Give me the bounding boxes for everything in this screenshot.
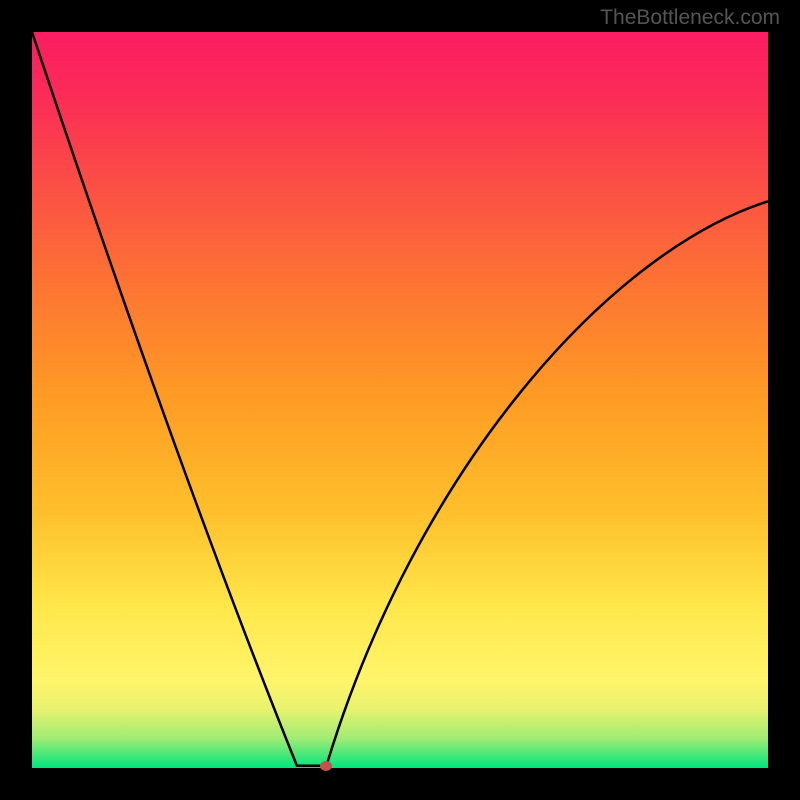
minimum-marker xyxy=(320,761,332,771)
curve-path xyxy=(32,32,768,766)
curve xyxy=(32,32,768,768)
watermark: TheBottleneck.com xyxy=(600,6,780,30)
plot-area xyxy=(32,32,768,768)
